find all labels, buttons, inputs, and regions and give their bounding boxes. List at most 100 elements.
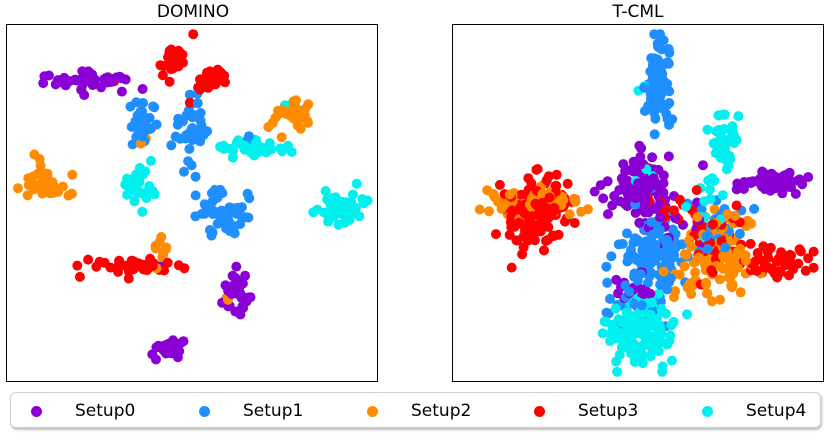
t-cml-point-setup2 bbox=[692, 212, 703, 222]
t-cml-point-setup3 bbox=[547, 230, 558, 241]
t-cml-point-setup4 bbox=[653, 289, 664, 299]
t-cml-point-setup1 bbox=[701, 231, 712, 242]
domino-point-setup1 bbox=[224, 202, 235, 213]
t-cml-point-setup1 bbox=[648, 229, 659, 240]
t-cml-point-setup1 bbox=[647, 59, 658, 70]
t-cml-point-setup0 bbox=[611, 274, 622, 285]
domino-point-setup1 bbox=[195, 115, 206, 126]
t-cml-point-setup4 bbox=[727, 136, 738, 147]
t-cml-point-setup1 bbox=[629, 299, 640, 309]
domino-point-setup4 bbox=[322, 194, 333, 205]
t-cml-point-setup3 bbox=[775, 267, 786, 278]
t-cml-point-setup1 bbox=[601, 307, 612, 318]
t-cml-point-setup0 bbox=[655, 212, 666, 223]
t-cml-point-setup1 bbox=[665, 273, 676, 284]
t-cml-point-setup1 bbox=[656, 44, 667, 55]
domino-point-setup2 bbox=[67, 188, 77, 199]
t-cml-point-setup3 bbox=[786, 250, 797, 261]
t-cml-point-setup1 bbox=[605, 293, 615, 304]
t-cml-point-setup1 bbox=[662, 57, 673, 68]
domino-point-setup0 bbox=[137, 84, 148, 94]
t-cml-point-setup4 bbox=[680, 201, 691, 212]
domino-point-setup2 bbox=[13, 183, 23, 194]
legend-marker-setup2 bbox=[367, 405, 378, 417]
t-cml-point-setup0 bbox=[784, 178, 795, 189]
t-cml-point-setup3 bbox=[523, 173, 534, 184]
domino-point-setup3 bbox=[164, 47, 175, 58]
t-cml-point-setup4 bbox=[641, 328, 652, 339]
t-cml-point-setup3 bbox=[706, 265, 717, 276]
t-cml-point-setup4 bbox=[662, 339, 673, 350]
domino-point-setup3 bbox=[188, 29, 199, 40]
domino-point-setup4 bbox=[132, 184, 143, 195]
t-cml-point-setup1 bbox=[658, 35, 669, 46]
t-cml-point-setup4 bbox=[612, 366, 623, 377]
t-cml-point-setup1 bbox=[749, 203, 760, 214]
t-cml-point-setup2 bbox=[504, 189, 515, 200]
t-cml-point-setup4 bbox=[638, 317, 649, 328]
t-cml-point-setup4 bbox=[712, 144, 723, 155]
domino-point-setup1 bbox=[201, 203, 212, 214]
t-cml-point-setup3 bbox=[541, 175, 552, 186]
domino-point-setup4 bbox=[308, 207, 319, 218]
domino-point-setup4 bbox=[147, 186, 158, 197]
t-cml-point-setup0 bbox=[638, 289, 649, 300]
domino-point-setup2 bbox=[33, 168, 44, 179]
domino-point-setup3 bbox=[72, 260, 83, 271]
t-cml-point-setup0 bbox=[792, 175, 803, 186]
domino-point-setup4 bbox=[122, 180, 133, 191]
domino-point-setup4 bbox=[330, 195, 341, 205]
t-cml-point-setup0 bbox=[779, 170, 789, 181]
t-cml-point-setup4 bbox=[612, 327, 623, 338]
domino-point-setup4 bbox=[134, 162, 145, 173]
t-cml-point-setup3 bbox=[539, 245, 549, 256]
t-cml-point-setup3 bbox=[765, 242, 776, 253]
t-cml-point-setup2 bbox=[693, 252, 704, 263]
domino-point-setup0 bbox=[151, 354, 161, 365]
domino-point-setup3 bbox=[195, 74, 205, 85]
domino-point-setup3 bbox=[184, 97, 195, 108]
domino-point-setup1 bbox=[148, 101, 159, 112]
t-cml-point-setup0 bbox=[658, 178, 669, 189]
t-cml-point-setup1 bbox=[629, 251, 640, 262]
t-cml-point-setup4 bbox=[705, 184, 715, 195]
t-cml-point-setup0 bbox=[634, 217, 645, 228]
domino-point-setup4 bbox=[341, 203, 352, 214]
domino-point-setup3 bbox=[83, 254, 94, 265]
domino-point-setup3 bbox=[195, 84, 206, 95]
domino-point-setup1 bbox=[179, 166, 189, 177]
t-cml-point-setup3 bbox=[551, 169, 562, 180]
chart-title-domino: DOMINO bbox=[156, 2, 230, 22]
domino-point-setup3 bbox=[164, 76, 175, 87]
t-cml-point-setup2 bbox=[679, 261, 690, 272]
domino-point-setup4 bbox=[319, 207, 330, 218]
domino-point-setup2 bbox=[57, 181, 68, 192]
t-cml-point-setup3 bbox=[669, 205, 679, 216]
domino-point-setup1 bbox=[190, 171, 201, 182]
t-cml-point-setup2 bbox=[740, 250, 751, 261]
t-cml-point-setup3 bbox=[803, 253, 814, 264]
domino-point-setup4 bbox=[320, 186, 331, 196]
domino-point-setup1 bbox=[244, 193, 255, 204]
t-cml-point-setup1 bbox=[617, 238, 628, 249]
domino-point-setup3 bbox=[132, 260, 143, 271]
t-cml-point-setup2 bbox=[707, 296, 717, 307]
t-cml-point-setup0 bbox=[607, 200, 618, 211]
t-cml-point-setup1 bbox=[655, 279, 666, 290]
t-cml-point-setup4 bbox=[707, 173, 718, 184]
t-cml-point-setup4 bbox=[610, 303, 621, 314]
domino-point-setup0 bbox=[178, 336, 189, 347]
t-cml-point-setup4 bbox=[717, 190, 728, 201]
domino-point-setup0 bbox=[116, 86, 127, 97]
domino-point-setup3 bbox=[74, 271, 85, 282]
t-cml-point-setup4 bbox=[702, 124, 713, 135]
domino-point-setup4 bbox=[137, 206, 148, 217]
t-cml-point-setup0 bbox=[763, 174, 774, 185]
domino-point-setup1 bbox=[187, 135, 198, 145]
t-cml-point-setup3 bbox=[808, 246, 819, 257]
t-cml-point-setup2 bbox=[674, 269, 685, 280]
t-cml-point-setup3 bbox=[708, 219, 718, 230]
domino-point-setup1 bbox=[144, 112, 155, 123]
t-cml-point-setup2 bbox=[669, 292, 679, 303]
domino-point-setup1 bbox=[207, 196, 218, 207]
